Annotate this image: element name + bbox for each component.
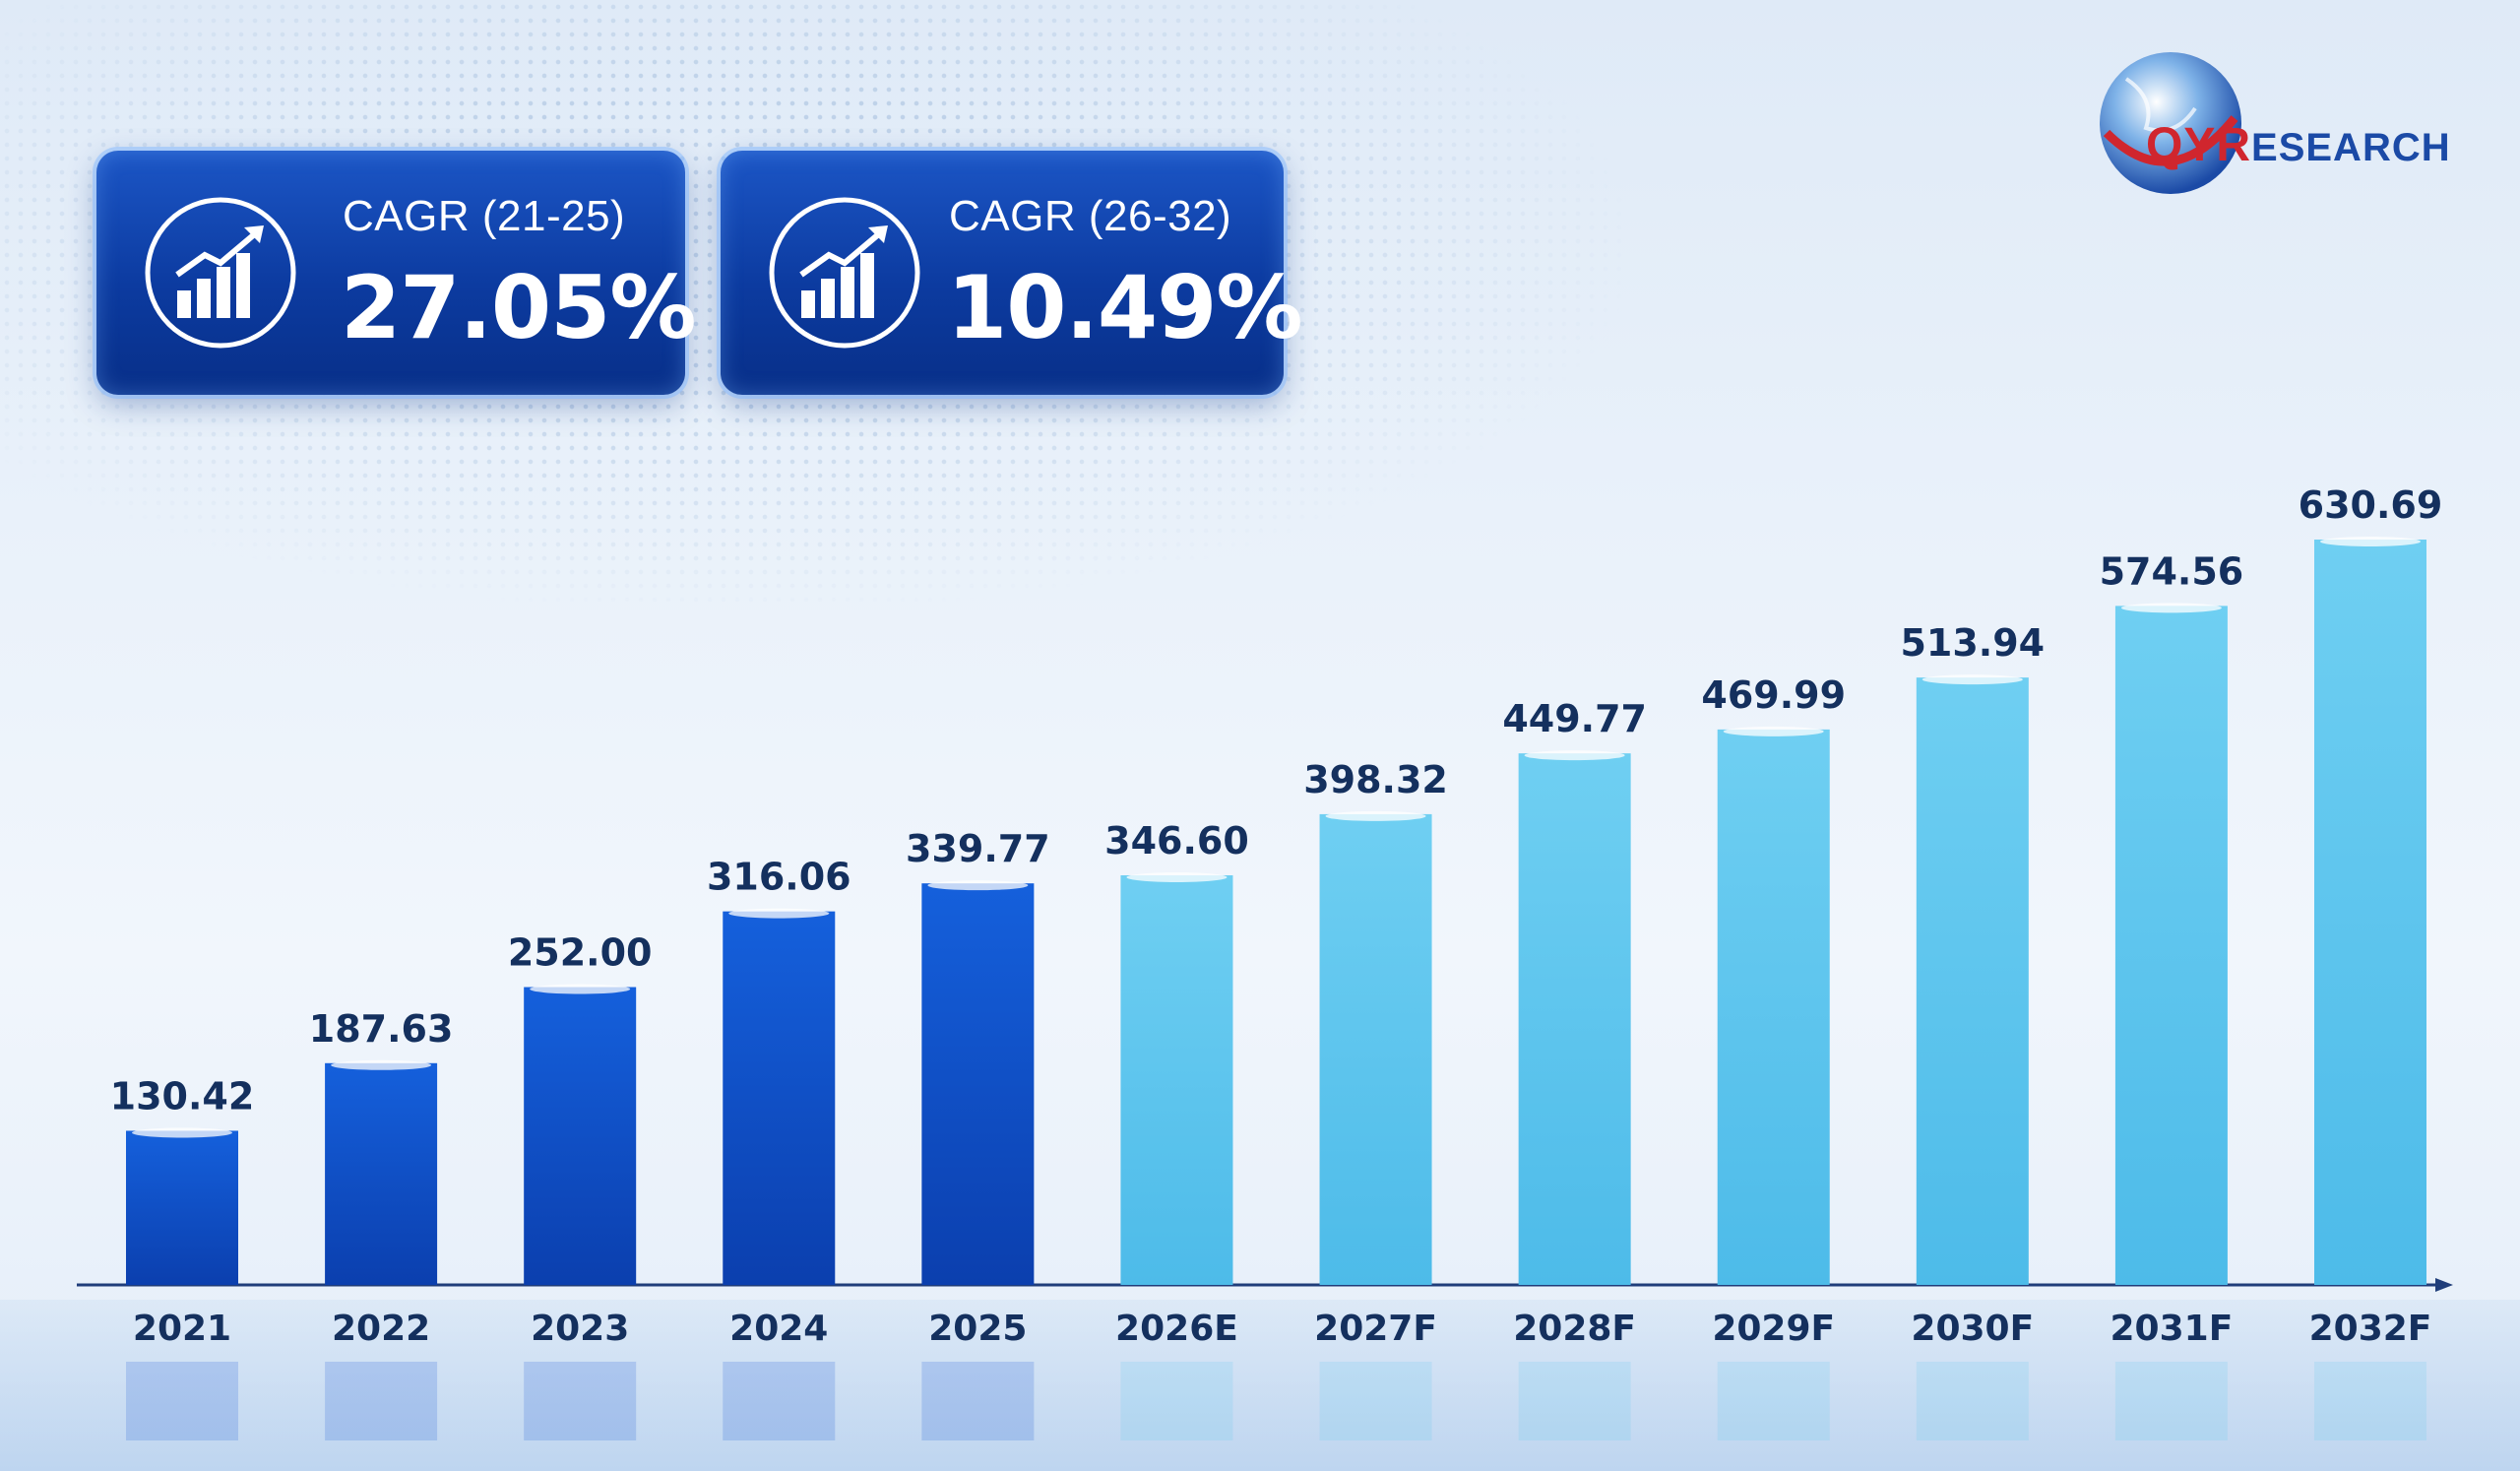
globe-icon: [2100, 52, 2241, 194]
data-label: 574.56: [2100, 549, 2244, 593]
bar-reflection: [1518, 1362, 1631, 1440]
bar-2026E: [1120, 874, 1233, 1285]
bar-top-highlight: [1922, 674, 2023, 685]
bar-reflection: [2114, 1362, 2228, 1440]
bar-top-highlight: [1723, 726, 1824, 736]
data-label: 316.06: [707, 856, 851, 899]
cagr-label: CAGR (21-25): [343, 192, 626, 240]
bar-top-highlight: [927, 880, 1029, 891]
reflection-floor: [0, 1300, 2520, 1471]
bar-2028F: [1518, 753, 1631, 1285]
bar-2027F: [1319, 813, 1432, 1285]
x-tick-label: 2032F: [2309, 1309, 2432, 1349]
data-label: 252.00: [508, 931, 653, 975]
data-label: 449.77: [1502, 697, 1647, 740]
x-tick-label: 2023: [531, 1309, 629, 1349]
bar-reflection: [1916, 1362, 2029, 1440]
data-label: 130.42: [110, 1074, 255, 1118]
bar-2029F: [1717, 729, 1830, 1285]
cagr-label: CAGR (26-32): [949, 192, 1232, 240]
bar-top-highlight: [132, 1127, 232, 1138]
bar-reflection: [126, 1362, 238, 1440]
bar-top-highlight: [1325, 810, 1426, 821]
bar-2023: [524, 987, 637, 1285]
bar-2025: [921, 883, 1035, 1285]
x-tick-label: 2030F: [1911, 1309, 2034, 1349]
bar-top-highlight: [331, 1059, 432, 1070]
cagr-value: 10.49%: [947, 257, 1303, 358]
bar-reflection: [524, 1362, 637, 1440]
x-tick-label: 2027F: [1314, 1309, 1437, 1349]
growth-chart-icon: [142, 194, 299, 352]
cagr-value: 27.05%: [341, 257, 697, 358]
x-axis-arrow: [2435, 1278, 2453, 1292]
x-tick-label: 2028F: [1513, 1309, 1636, 1349]
x-tick-label: 2025: [928, 1309, 1027, 1349]
bar-top-highlight: [2120, 603, 2222, 613]
data-label: 513.94: [1900, 621, 2045, 665]
bar-2030F: [1916, 677, 2029, 1285]
bar-top-highlight: [1126, 871, 1228, 882]
bar-2021: [126, 1130, 238, 1285]
bar-top-highlight: [530, 984, 631, 994]
bar-2032F: [2314, 540, 2426, 1285]
bar-top-highlight: [728, 908, 830, 919]
bar-2024: [723, 911, 836, 1285]
bar-top-highlight: [1524, 750, 1625, 761]
x-tick-label: 2022: [332, 1309, 430, 1349]
brand-name: QYRESEARCH: [2146, 119, 2451, 171]
qyresearch-logo: QYRESEARCH: [2087, 39, 2481, 207]
bar-reflection: [723, 1362, 836, 1440]
data-label: 398.32: [1303, 758, 1448, 801]
data-label: 339.77: [906, 827, 1050, 870]
x-tick-label: 2024: [729, 1309, 828, 1349]
x-tick-label: 2029F: [1712, 1309, 1835, 1349]
data-label: 630.69: [2299, 483, 2443, 527]
data-label: 187.63: [309, 1007, 454, 1051]
data-label: 346.60: [1104, 819, 1249, 863]
growth-chart-icon: [766, 194, 923, 352]
bar-2022: [325, 1062, 438, 1285]
cagr-card-2021-2025: CAGR (21-25) 27.05%: [96, 151, 697, 395]
x-tick-label: 2021: [133, 1309, 231, 1349]
bar-top-highlight: [2320, 537, 2421, 546]
bar-2031F: [2114, 606, 2228, 1285]
bar-reflection: [1319, 1362, 1432, 1440]
x-tick-label: 2031F: [2110, 1309, 2234, 1349]
bar-reflection: [1120, 1362, 1233, 1440]
x-tick-label: 2026E: [1115, 1309, 1238, 1349]
bar-reflection: [921, 1362, 1035, 1440]
cagr-card-2026-2032: CAGR (26-32) 10.49%: [721, 151, 1303, 395]
bar-reflection: [1717, 1362, 1830, 1440]
bar-reflection: [325, 1362, 438, 1440]
data-label: 469.99: [1701, 673, 1846, 717]
bar-reflection: [2314, 1362, 2426, 1440]
